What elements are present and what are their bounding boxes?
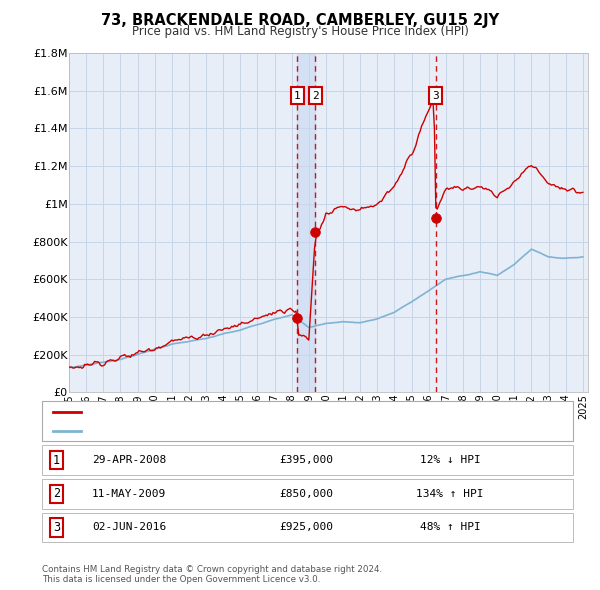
- Text: £850,000: £850,000: [279, 489, 333, 499]
- Text: HPI: Average price, detached house, Surrey Heath: HPI: Average price, detached house, Surr…: [87, 427, 349, 436]
- Text: 29-APR-2008: 29-APR-2008: [92, 455, 166, 465]
- Text: Contains HM Land Registry data © Crown copyright and database right 2024.
This d: Contains HM Land Registry data © Crown c…: [42, 565, 382, 584]
- Text: 2: 2: [312, 90, 319, 100]
- Text: 3: 3: [433, 90, 439, 100]
- Text: 2: 2: [53, 487, 60, 500]
- Text: 73, BRACKENDALE ROAD, CAMBERLEY, GU15 2JY (detached house): 73, BRACKENDALE ROAD, CAMBERLEY, GU15 2J…: [87, 408, 436, 418]
- Text: Price paid vs. HM Land Registry's House Price Index (HPI): Price paid vs. HM Land Registry's House …: [131, 25, 469, 38]
- Text: 3: 3: [53, 521, 60, 534]
- Text: 11-MAY-2009: 11-MAY-2009: [92, 489, 166, 499]
- Text: £395,000: £395,000: [279, 455, 333, 465]
- Bar: [298, 53, 315, 392]
- Text: 02-JUN-2016: 02-JUN-2016: [92, 523, 166, 532]
- Text: 12% ↓ HPI: 12% ↓ HPI: [419, 455, 481, 465]
- Text: 1: 1: [294, 90, 301, 100]
- Text: £925,000: £925,000: [279, 523, 333, 532]
- Text: 1: 1: [53, 454, 60, 467]
- Text: 48% ↑ HPI: 48% ↑ HPI: [419, 523, 481, 532]
- Text: 134% ↑ HPI: 134% ↑ HPI: [416, 489, 484, 499]
- Text: 73, BRACKENDALE ROAD, CAMBERLEY, GU15 2JY: 73, BRACKENDALE ROAD, CAMBERLEY, GU15 2J…: [101, 13, 499, 28]
